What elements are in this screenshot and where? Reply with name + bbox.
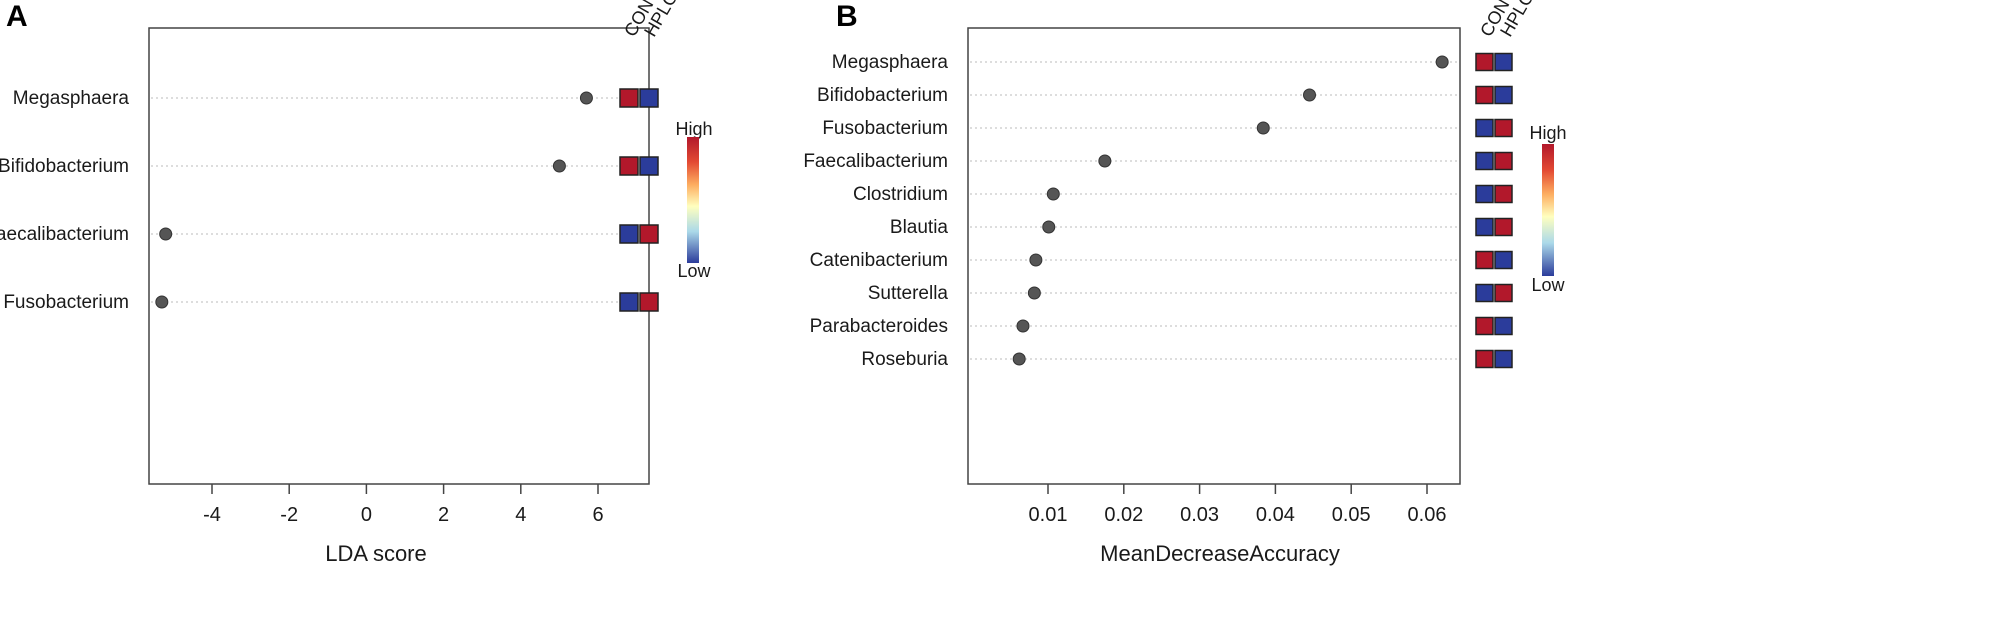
heat-cell-sutterella-con [1475, 283, 1494, 303]
category-label-bifidobacterium: Bifidobacterium [0, 156, 129, 177]
point-sutterella [1027, 286, 1041, 300]
heat-cell-faecalibacterium-con [619, 224, 639, 244]
point-fusobacterium [155, 295, 169, 309]
heat-cell-roseburia-con [1475, 349, 1494, 369]
point-parabacteroides [1016, 319, 1030, 333]
category-label-megasphaera: Megasphaera [832, 52, 949, 73]
panel-a: A Megasphaera Bifidobacterium Faecalibacter… [0, 0, 713, 566]
heat-cell-fusobacterium-con [1475, 118, 1494, 138]
legend-high-label-b: High [1529, 123, 1566, 143]
category-label-parabacteroides: Parabacteroides [810, 316, 948, 337]
category-label-faecalibacterium: Faecalibacterium [0, 224, 129, 245]
x-tick-label-b-5: 0.06 [1408, 504, 1447, 526]
x-axis-title-a: LDA score [325, 541, 427, 566]
heat-cell-catenibacterium-con [1475, 250, 1494, 270]
heat-cell-faecalibacterium-hplc [1494, 151, 1513, 171]
heat-cell-fusobacterium-hplc [639, 292, 659, 312]
panel-b: B Megasphaera Bifidobacterium Fusobacterium… [803, 0, 1566, 566]
heat-cell-fusobacterium-hplc [1494, 118, 1513, 138]
category-label-bifidobacterium: Bifidobacterium [817, 85, 948, 106]
heat-cell-bifidobacterium-hplc [639, 156, 659, 176]
legend-high-label-a: High [675, 119, 712, 139]
legend-colorbar-a [687, 137, 699, 263]
x-tick-label-a-1: -2 [280, 504, 298, 526]
category-label-catenibacterium: Catenibacterium [810, 250, 948, 271]
x-axis-title-b: MeanDecreaseAccuracy [1100, 541, 1340, 566]
heat-cell-blautia-hplc [1494, 217, 1513, 237]
point-faecalibacterium [1098, 154, 1112, 168]
x-tick-label-a-4: 4 [515, 504, 526, 526]
heat-cell-faecalibacterium-hplc [639, 224, 659, 244]
x-tick-label-b-4: 0.05 [1332, 504, 1371, 526]
point-fusobacterium [1256, 121, 1270, 135]
category-label-clostridium: Clostridium [853, 184, 948, 205]
category-label-faecalibacterium: Faecalibacterium [803, 151, 948, 172]
plot-frame-b [967, 27, 1461, 485]
heat-cell-megasphaera-con [1475, 52, 1494, 72]
x-tick-label-b-0: 0.01 [1029, 504, 1068, 526]
heat-cell-bifidobacterium-con [619, 156, 639, 176]
heat-cell-megasphaera-con [619, 88, 639, 108]
x-tick-label-a-2: 0 [361, 504, 372, 526]
heat-cell-megasphaera-hplc [639, 88, 659, 108]
point-bifidobacterium [1303, 88, 1317, 102]
legend-low-label-b: Low [1531, 275, 1565, 295]
plot-frame-a [148, 27, 650, 485]
point-megasphaera [579, 91, 593, 105]
x-tick-label-b-1: 0.02 [1104, 504, 1143, 526]
heat-cell-bifidobacterium-con [1475, 85, 1494, 105]
point-bifidobacterium [552, 159, 566, 173]
heat-cell-clostridium-hplc [1494, 184, 1513, 204]
point-clostridium [1046, 187, 1060, 201]
panel-letter-a: A [6, 0, 28, 33]
heat-cell-parabacteroides-hplc [1494, 316, 1513, 336]
heat-cell-faecalibacterium-con [1475, 151, 1494, 171]
heat-cell-sutterella-hplc [1494, 283, 1513, 303]
heat-cell-roseburia-hplc [1494, 349, 1513, 369]
category-label-fusobacterium: Fusobacterium [822, 118, 948, 139]
heat-cell-catenibacterium-hplc [1494, 250, 1513, 270]
heat-cell-blautia-con [1475, 217, 1494, 237]
panel-letter-b: B [836, 0, 858, 33]
point-faecalibacterium [159, 227, 173, 241]
heat-cell-megasphaera-hplc [1494, 52, 1513, 72]
heat-cell-bifidobacterium-hplc [1494, 85, 1513, 105]
legend-colorbar-b [1542, 144, 1554, 276]
point-roseburia [1012, 352, 1026, 366]
category-label-megasphaera: Megasphaera [13, 88, 130, 109]
category-label-sutterella: Sutterella [868, 283, 949, 304]
x-tick-label-a-3: 2 [438, 504, 449, 526]
category-label-fusobacterium: Fusobacterium [3, 292, 129, 313]
category-label-roseburia: Roseburia [861, 349, 948, 370]
heat-cell-fusobacterium-con [619, 292, 639, 312]
heat-cell-clostridium-con [1475, 184, 1494, 204]
heat-cell-parabacteroides-con [1475, 316, 1494, 336]
x-tick-label-b-3: 0.04 [1256, 504, 1295, 526]
x-tick-label-a-5: 6 [592, 504, 603, 526]
legend-low-label-a: Low [677, 261, 711, 281]
point-blautia [1042, 220, 1056, 234]
point-megasphaera [1435, 55, 1449, 69]
point-catenibacterium [1029, 253, 1043, 267]
x-tick-label-b-2: 0.03 [1180, 504, 1219, 526]
x-tick-label-a-0: -4 [203, 504, 221, 526]
category-label-blautia: Blautia [890, 217, 949, 238]
